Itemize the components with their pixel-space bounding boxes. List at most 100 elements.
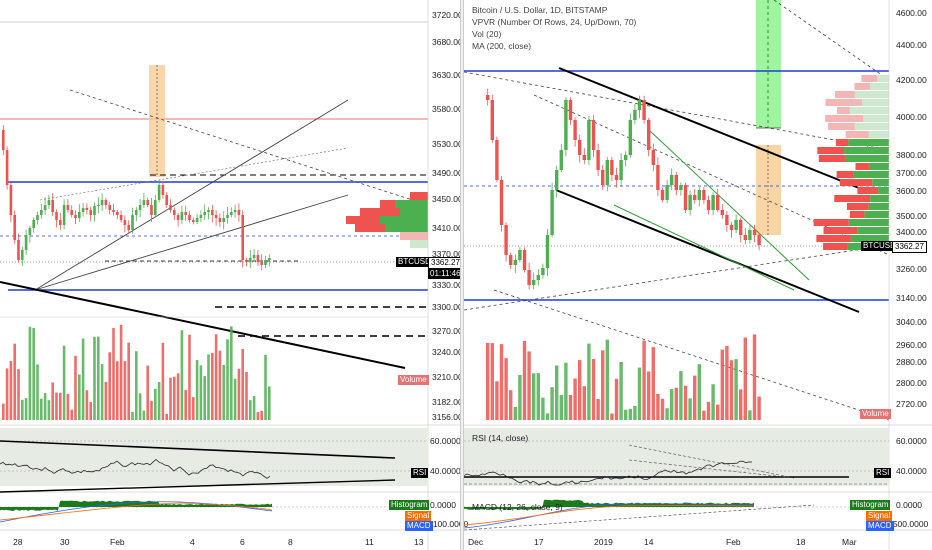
candle-body xyxy=(214,215,218,218)
vpvr-down-bar xyxy=(828,123,855,130)
time-axis-label: Feb xyxy=(110,537,125,547)
candle-body xyxy=(743,235,747,240)
volume-bar xyxy=(230,326,233,420)
candle-body xyxy=(752,230,757,235)
vpvr-down-bar xyxy=(846,203,869,210)
volume-bar xyxy=(739,389,743,420)
candle-body xyxy=(573,120,577,140)
candle-body xyxy=(146,200,149,205)
volume-bar xyxy=(670,389,674,420)
volume-bar xyxy=(651,347,655,420)
candle-body xyxy=(486,95,490,100)
left-signal-tag: Signal xyxy=(405,511,432,521)
volume-bar xyxy=(513,406,517,420)
price-axis-label: 3450.00 xyxy=(432,194,463,204)
candle-body xyxy=(509,255,513,265)
price-axis-label: 3580.00 xyxy=(432,104,463,114)
volume-bar xyxy=(157,381,161,420)
volume-bar xyxy=(89,402,92,420)
chart-divider[interactable] xyxy=(460,0,464,550)
price-axis-label: 2720.00 xyxy=(896,399,927,409)
volume-bar xyxy=(268,386,271,420)
volume-bar xyxy=(256,412,260,420)
time-axis-label: 13 xyxy=(414,537,424,547)
volume-bar xyxy=(36,364,39,420)
right-macd-axis-neg: -500.0000 xyxy=(890,519,929,529)
volume-bar xyxy=(119,324,123,420)
left-chart-pane[interactable]: 3720.00 3680.00 3630.00 3580.00 3530.00 3490.… xyxy=(0,0,468,550)
candle-body xyxy=(550,190,554,235)
volume-bar xyxy=(112,327,115,420)
volume-bar xyxy=(154,388,157,420)
volume-bar xyxy=(748,410,752,420)
candle-body xyxy=(545,235,550,268)
volume-bar xyxy=(2,403,5,420)
price-axis-label: 3270.00 xyxy=(432,326,463,336)
price-axis-label: 3140.00 xyxy=(896,293,927,303)
vpvr-up-bar xyxy=(848,219,889,226)
volume-bar xyxy=(233,378,237,420)
candle-body xyxy=(100,200,104,205)
price-axis-label: 4400.00 xyxy=(896,40,927,50)
candle-body xyxy=(541,268,545,275)
right-legend-vol[interactable]: Vol (20) xyxy=(472,29,502,39)
left-symbol-tag: BTCUSD xyxy=(396,257,433,267)
price-axis-label: 3720.00 xyxy=(432,10,463,20)
right-legend-vpvr[interactable]: VPVR (Number Of Rows, 24, Up/Down, 70) xyxy=(472,17,637,27)
candle-body xyxy=(28,228,32,235)
candle-body xyxy=(93,206,96,215)
volume-bar xyxy=(729,360,734,420)
candle-body xyxy=(203,212,206,215)
candle-body xyxy=(116,212,119,215)
right-legend-ma[interactable]: MA (200, close) xyxy=(472,41,532,51)
right-legend: Bitcoin / U.S. Dollar, 1D, BITSTAMP VPVR… xyxy=(472,4,636,52)
vpvr-up-bar xyxy=(854,91,889,98)
price-axis-label: 2880.00 xyxy=(896,357,927,367)
volume-bar xyxy=(207,354,210,420)
vpvr-up-bar xyxy=(878,187,889,194)
candle-body xyxy=(150,205,153,215)
candle-body xyxy=(711,195,715,210)
time-axis-label: 8 xyxy=(288,537,293,547)
left-candles xyxy=(2,125,271,271)
volume-bar xyxy=(47,400,51,420)
price-axis-label: 4000.00 xyxy=(896,112,927,122)
volume-bar xyxy=(536,373,540,420)
volume-bar xyxy=(545,413,550,420)
volume-bar xyxy=(135,351,138,420)
candle-body xyxy=(605,160,609,185)
candle-body xyxy=(610,160,614,175)
volume-bar xyxy=(697,364,701,420)
price-axis-label: 3700.00 xyxy=(896,168,927,178)
volume-bar xyxy=(504,358,508,420)
candle-body xyxy=(268,258,271,260)
volume-bar xyxy=(108,352,111,420)
volume-bar xyxy=(725,345,729,420)
vpvr-up-bar xyxy=(854,123,889,130)
candle-body xyxy=(522,250,527,270)
candle-body xyxy=(13,215,16,240)
volume-bar xyxy=(13,343,16,420)
volume-bar xyxy=(165,413,168,420)
vpvr-down-bar xyxy=(835,91,855,98)
volume-bar xyxy=(218,350,222,420)
time-axis-label: Dec xyxy=(468,537,484,547)
candle-body xyxy=(702,190,706,200)
volume-bar xyxy=(150,400,153,420)
vpvr-up-bar xyxy=(848,139,889,146)
time-axis-label: 6 xyxy=(240,537,245,547)
candle-body xyxy=(559,150,563,170)
volume-bar xyxy=(614,378,619,420)
candle-body xyxy=(679,185,683,190)
candle-body xyxy=(757,235,761,245)
right-symbol-tag: BTCUSD xyxy=(861,241,898,251)
time-axis-label: Mar xyxy=(842,537,857,547)
time-axis-label: Feb xyxy=(726,537,741,547)
right-chart-pane[interactable]: Bitcoin / U.S. Dollar, 1D, BITSTAMP VPVR… xyxy=(464,0,932,550)
candle-body xyxy=(245,260,248,262)
candle-body xyxy=(249,258,252,262)
left-chart-svg xyxy=(0,0,460,550)
candle-body xyxy=(748,230,752,240)
volume-bar xyxy=(596,399,600,420)
right-macd-axis-0: 0.0000 xyxy=(896,500,922,510)
